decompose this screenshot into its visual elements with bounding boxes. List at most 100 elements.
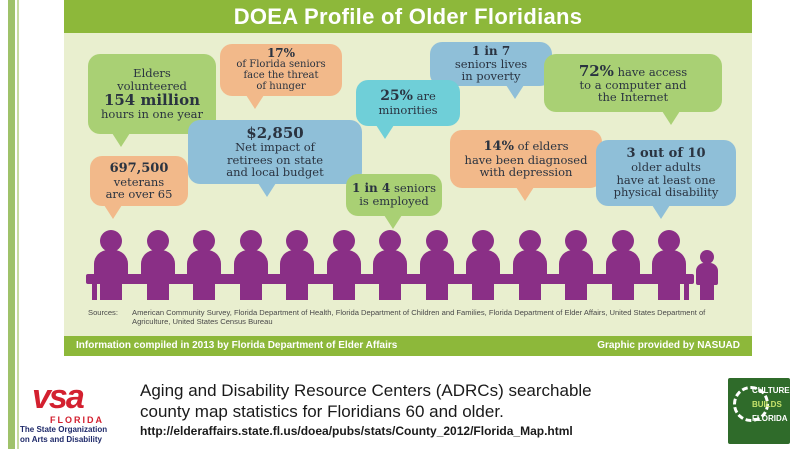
- figure-legs: [100, 282, 122, 300]
- bubble-depression: 14% of elders have been diagnosed with d…: [450, 130, 602, 201]
- bubble-text: have at least one: [616, 172, 716, 187]
- bubble-poverty: 1 in 7 seniors lives in poverty: [430, 42, 552, 99]
- bubble-stat: 72%: [578, 61, 614, 80]
- figure-body: [326, 250, 361, 284]
- bubble-budget: $2,850 Net impact of retirees on state a…: [188, 120, 362, 197]
- bubble-stat: 25%: [380, 88, 413, 105]
- bubble-tail: [246, 95, 264, 109]
- bubble-text: physical disability: [613, 185, 719, 200]
- caption-url-link[interactable]: http://elderaffairs.state.fl.us/doea/pub…: [140, 424, 573, 438]
- bubble-tail: [376, 125, 394, 139]
- infographic-title: DOEA Profile of Older Floridians: [233, 4, 583, 29]
- sources-text: American Community Survey, Florida Depar…: [132, 308, 706, 327]
- bubble-text: have been diagnosed: [464, 152, 588, 167]
- figure-body: [280, 250, 314, 284]
- infographic: DOEA Profile of Older Floridians Elders …: [64, 0, 752, 356]
- bubble-stat: 14%: [483, 138, 514, 154]
- figure-legs: [146, 282, 169, 300]
- figure-head: [193, 230, 215, 252]
- bubble-text: to a computer and: [579, 77, 687, 92]
- bubble-text: seniors: [393, 181, 437, 196]
- bubble-stat-line: 1 in 4 seniors: [346, 182, 442, 195]
- bubble-tail: [104, 205, 122, 219]
- figure-head: [146, 230, 169, 252]
- figure-body: [373, 250, 407, 284]
- bubble-text: of hunger: [256, 80, 306, 92]
- figure-head: [286, 230, 308, 252]
- cbf-logo-text: BUILDS: [752, 400, 782, 409]
- bubble-volunteer: Elders volunteered 154 million hours in …: [88, 54, 216, 147]
- bubble-stat: 1 in 7: [471, 44, 511, 59]
- figure-body: [419, 250, 454, 284]
- figure-head: [332, 230, 355, 252]
- figure-head: [611, 230, 634, 252]
- figure-body: [466, 250, 500, 284]
- figure-legs: [518, 282, 541, 300]
- bubble-stat: 1 in 4: [351, 181, 391, 196]
- bubble-text: seniors lives: [454, 57, 528, 72]
- cbf-logo-text: FLORIDA: [752, 414, 788, 423]
- bubble-disability: 3 out of 10 older adults have at least o…: [596, 140, 736, 219]
- bubble-tail: [384, 215, 402, 229]
- bubble-minorities: 25% are minorities: [356, 80, 460, 139]
- bubble-text: with depression: [479, 165, 573, 180]
- left-accent-bar: [8, 0, 15, 449]
- footer-credit-right: Graphic provided by NASUAD: [597, 340, 740, 351]
- bubble-stat-line: 14% of elders: [450, 138, 602, 154]
- figure-head: [472, 230, 494, 252]
- figure-legs: [379, 282, 401, 300]
- bubble-text: are: [416, 89, 436, 104]
- bubble-veterans: 697,500 veterans are over 65: [90, 156, 188, 219]
- bubble-stat: 697,500: [109, 160, 169, 176]
- bubble-text: Net impact of: [235, 140, 315, 155]
- title-bar: DOEA Profile of Older Floridians: [64, 0, 752, 33]
- bubble-text: volunteered: [117, 78, 187, 93]
- figure-legs: [565, 282, 587, 300]
- bubble-text: retirees on state: [226, 152, 324, 167]
- figure-head: [239, 230, 262, 252]
- figure-body: [94, 250, 128, 284]
- figure-body: [233, 250, 268, 284]
- bubble-text: the Internet: [597, 90, 669, 105]
- bubble-tail: [516, 187, 534, 201]
- figure-legs: [472, 282, 494, 300]
- vsa-logo-word: vsa: [32, 378, 85, 416]
- sources-label: Sources:: [88, 308, 118, 317]
- figure-head: [565, 230, 587, 252]
- bench-leg: [684, 284, 689, 300]
- figure-legs: [700, 284, 714, 300]
- vsa-logo-tagline: on Arts and Disability: [20, 435, 102, 444]
- figure-body: [696, 263, 718, 285]
- caption-line: Aging and Disability Resource Centers (A…: [140, 381, 592, 400]
- figure-legs: [193, 282, 215, 300]
- bubble-tail: [258, 183, 276, 197]
- bubble-text: older adults: [631, 160, 701, 175]
- figure-head: [425, 230, 448, 252]
- bubble-text: of Florida seniors: [236, 59, 326, 71]
- bubble-text: minorities: [378, 103, 438, 118]
- bubble-stat: 17%: [266, 46, 296, 61]
- figure-body: [187, 250, 221, 284]
- caption-line: county map statistics for Floridians 60 …: [140, 402, 504, 421]
- bubble-text: face the threat: [243, 70, 319, 82]
- figure-body: [512, 250, 547, 284]
- bubble-stat-line: 25% are: [356, 89, 460, 104]
- bench-leg: [92, 284, 97, 300]
- bubble-text: in poverty: [461, 69, 521, 84]
- bubble-computer: 72% have access to a computer and the In…: [544, 54, 722, 125]
- bubble-text: veterans: [113, 174, 165, 189]
- bubble-text: hours in one year: [101, 107, 203, 122]
- figure-head: [379, 230, 401, 252]
- bubble-text: are over 65: [105, 187, 173, 202]
- bubble-tail: [652, 205, 670, 219]
- infographic-footer: Information compiled in 2013 by Florida …: [64, 336, 752, 356]
- vsa-florida-logo: vsa FLORIDA The State Organization on Ar…: [20, 378, 132, 446]
- bubble-stat: 3 out of 10: [626, 146, 706, 162]
- figure-legs: [286, 282, 308, 300]
- figure-legs: [239, 282, 262, 300]
- bubble-text: have access: [617, 64, 688, 79]
- figure-head: [700, 250, 714, 264]
- figure-body: [652, 250, 686, 284]
- figure-body: [559, 250, 593, 284]
- left-accent-line: [17, 0, 19, 449]
